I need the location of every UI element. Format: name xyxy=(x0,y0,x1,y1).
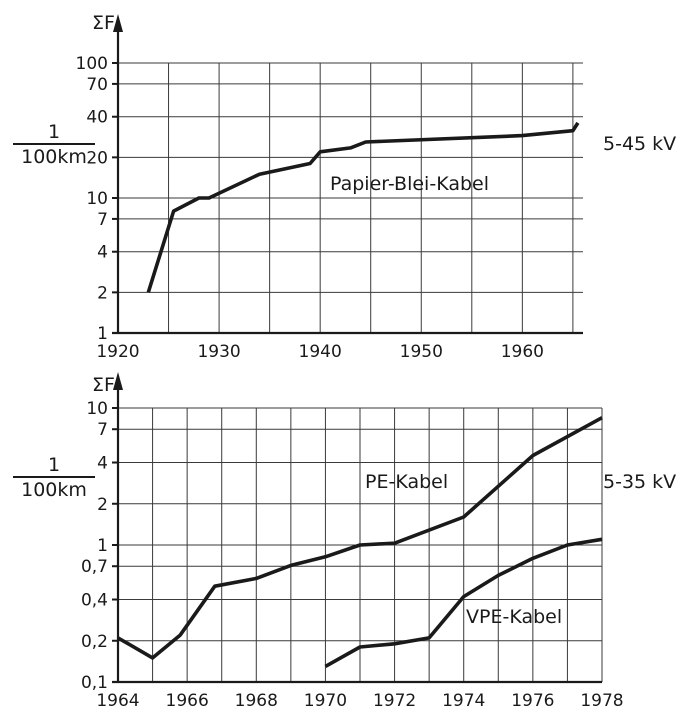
y-tick-labels-bottom: 0,1 0,2 0,4 0,71 2 4 710 xyxy=(81,399,108,693)
unit-numerator-top: 1 xyxy=(48,121,60,143)
y-axis-symbol-top: ΣF xyxy=(92,12,115,34)
unit-denominator-top: 100km xyxy=(21,146,87,168)
series-line-pe-kabel xyxy=(117,416,603,660)
series-label-vpe-kabel: VPE-Kabel xyxy=(466,606,562,628)
y-axis-arrow-icon xyxy=(113,372,123,390)
y-tick-label: 0,1 xyxy=(81,673,108,693)
y-axis-arrow-icon xyxy=(113,14,123,32)
y-tick-label: 1 xyxy=(97,324,108,344)
x-tick-label: 1960 xyxy=(501,342,544,362)
chart-bottom: 1964 1966 1968 1970 1972 1974 1976 1978 0,10,20… xyxy=(13,372,676,711)
y-tick-label: 10 xyxy=(86,189,108,209)
axes-bottom xyxy=(112,372,602,684)
y-tick-label: 0,4 xyxy=(81,591,108,611)
x-tick-label: 1972 xyxy=(373,691,416,711)
series-label-pe-kabel: PE-Kabel xyxy=(365,471,448,493)
y-tick-label: 100 xyxy=(76,54,108,74)
voltage-label-top: 5-45 kV xyxy=(603,133,676,155)
x-tick-label: 1974 xyxy=(442,691,485,711)
y-tick-label: 4 xyxy=(97,243,108,263)
series-label-papier-blei: Papier-Blei-Kabel xyxy=(330,173,489,195)
x-tick-label: 1920 xyxy=(96,342,139,362)
y-tick-label: 40 xyxy=(86,108,108,128)
y-tick-label: 7 xyxy=(97,420,108,440)
y-tick-label: 70 xyxy=(86,75,108,95)
y-tick-label: 7 xyxy=(97,210,108,230)
x-tick-labels-top: 1920 1930 1940 1950 1960 xyxy=(96,342,544,362)
y-tick-label: 4 xyxy=(97,454,108,474)
x-tick-label: 1978 xyxy=(580,691,623,711)
x-tick-label: 1940 xyxy=(299,342,342,362)
x-tick-label: 1970 xyxy=(304,691,347,711)
y-tick-label: 20 xyxy=(86,148,108,168)
y-tick-label: 0,2 xyxy=(81,632,108,652)
unit-numerator-bottom: 1 xyxy=(48,454,60,476)
y-tick-label: 0,7 xyxy=(81,557,108,577)
x-tick-label: 1964 xyxy=(96,691,139,711)
series-line-papier-blei-kabel xyxy=(146,121,580,293)
y-axis-symbol-bottom: ΣF xyxy=(92,374,115,396)
x-tick-label: 1966 xyxy=(166,691,209,711)
grid-top xyxy=(117,62,583,334)
x-tick-label: 1968 xyxy=(235,691,278,711)
y-tick-label: 2 xyxy=(97,283,108,303)
unit-denominator-bottom: 100km xyxy=(21,479,87,501)
axes-top xyxy=(112,14,583,335)
x-tick-labels-bottom: 1964 1966 1968 1970 1972 1974 1976 1978 xyxy=(96,691,623,711)
y-tick-label: 1 xyxy=(97,536,108,556)
series-line-vpe-kabel xyxy=(324,537,603,668)
x-tick-label: 1930 xyxy=(197,342,240,362)
y-tick-label: 10 xyxy=(86,399,108,419)
series-top xyxy=(146,121,580,293)
y-tick-label: 2 xyxy=(97,495,108,515)
voltage-label-bottom: 5-35 kV xyxy=(603,471,676,493)
series-bottom xyxy=(117,416,603,668)
x-tick-label: 1950 xyxy=(400,342,443,362)
x-tick-label: 1976 xyxy=(511,691,554,711)
